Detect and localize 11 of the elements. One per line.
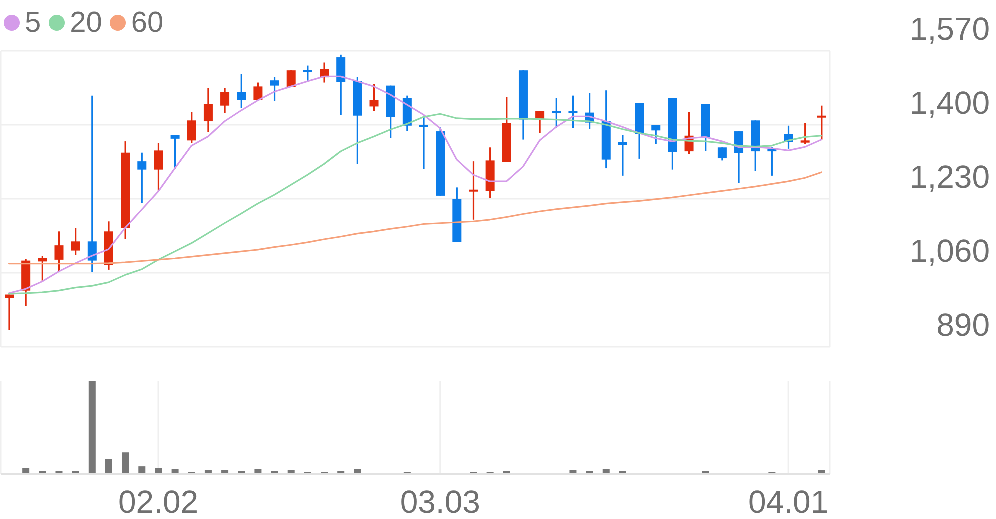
y-tick-label: 890 (936, 307, 990, 343)
x-tick-label: 02.02 (118, 484, 199, 519)
legend-label: 60 (131, 7, 164, 39)
x-tick-label: 03.03 (400, 484, 480, 519)
y-tick-label: 1,570 (910, 11, 990, 47)
legend-label: 5 (25, 7, 42, 39)
x-tick-label: 04.01 (748, 484, 829, 519)
y-tick-label: 1,230 (910, 159, 990, 195)
y-tick-label: 1,400 (910, 85, 990, 121)
legend-label: 20 (70, 7, 102, 39)
y-tick-label: 1,060 (910, 233, 990, 269)
